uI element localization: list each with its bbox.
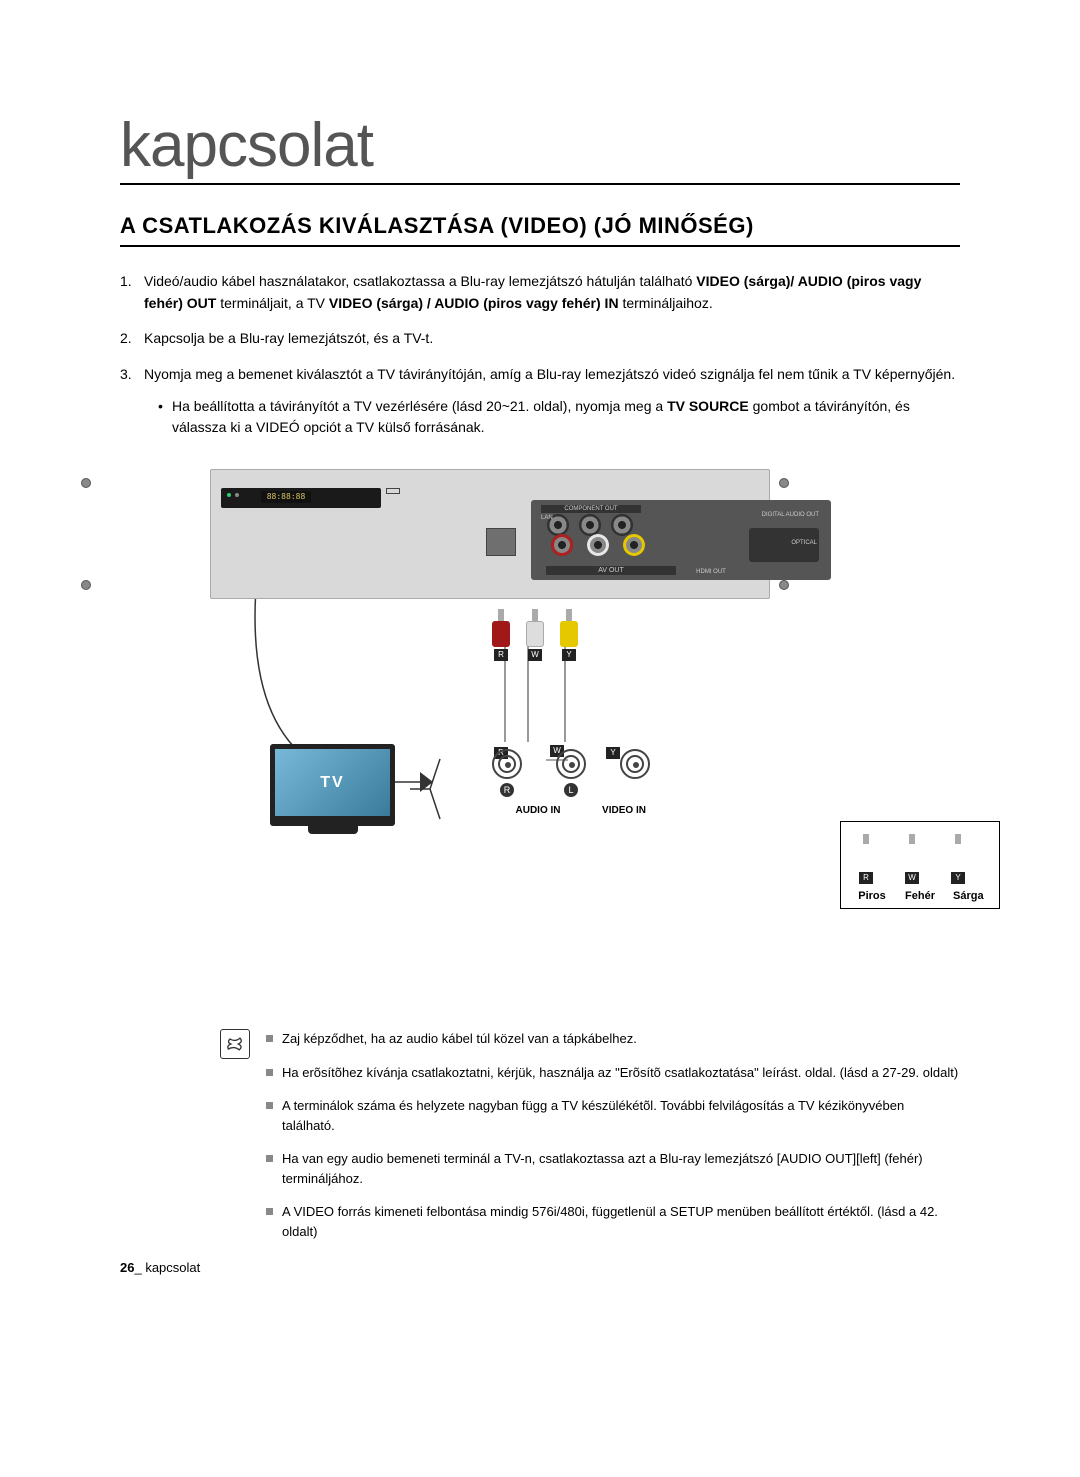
legend-label: Sárga: [953, 890, 983, 902]
screw-icon: [779, 580, 789, 590]
video-in-label: VIDEO IN: [594, 805, 654, 816]
optical-label: OPTICAL: [791, 540, 817, 546]
port-letter: L: [564, 783, 578, 797]
audio-in-l-port: L: [556, 749, 586, 797]
rca-plug-yellow: Y: [560, 609, 578, 651]
page-footer: 26_ kapcsolat: [120, 1260, 200, 1275]
audio-in-label: AUDIO IN: [492, 805, 584, 816]
video-in-port: [620, 749, 650, 797]
step-text: termináljaihoz.: [619, 295, 713, 311]
bullet-text: Ha beállította a távirányítót a TV vezér…: [172, 398, 667, 414]
color-legend: R W Y Piros Fehér Sárga: [840, 821, 1000, 909]
time-display: 88:88:88: [261, 491, 311, 503]
audio-out-r-port: [551, 534, 573, 556]
step-2: 2. Kapcsolja be a Blu-ray lemezjátszót, …: [120, 328, 960, 350]
step-num: 3.: [120, 364, 132, 386]
cable-connector-icon: [386, 488, 400, 494]
player-rear-panel: 88:88:88 COMPONENT OUT AV OUT HDMI OUT O…: [210, 469, 770, 599]
legend-label: Fehér: [905, 890, 935, 902]
note-item: Ha erõsítõhez kívánja csatlakoztatni, ké…: [266, 1063, 960, 1083]
footer-sep: _: [134, 1260, 145, 1275]
player-front-mini: 88:88:88: [221, 488, 381, 508]
rca-plug-red: R: [492, 609, 510, 651]
chapter-title: kapcsolat: [120, 110, 960, 185]
audio-out-l-port: [587, 534, 609, 556]
rca-port: [579, 514, 601, 536]
step-3-bullet: Ha beállította a távirányítót a TV vezér…: [158, 396, 960, 439]
plug-tag: W: [528, 649, 542, 661]
note-item: A terminálok száma és helyzete nagyban f…: [266, 1096, 960, 1135]
digital-audio-label: DIGITAL AUDIO OUT: [762, 512, 819, 518]
bullet-bold: TV SOURCE: [667, 398, 749, 414]
step-bold: VIDEO (sárga) / AUDIO (piros vagy fehér)…: [329, 295, 619, 311]
lan-label: LAN: [541, 515, 553, 521]
plug-tag: Y: [951, 872, 965, 884]
av-out-label: AV OUT: [546, 566, 676, 575]
step-text: termináljait, a TV: [216, 295, 329, 311]
rca-plug-white: W: [526, 609, 544, 651]
step-num: 1.: [120, 271, 132, 293]
plug-tag: R: [859, 872, 873, 884]
port-panel: COMPONENT OUT AV OUT HDMI OUT OPTICAL DI…: [531, 500, 831, 580]
note-icon: [220, 1029, 250, 1059]
step-text: Kapcsolja be a Blu-ray lemezjátszót, és …: [144, 330, 433, 346]
connection-diagram: 88:88:88 COMPONENT OUT AV OUT HDMI OUT O…: [120, 469, 960, 989]
instruction-list: 1. Videó/audio kábel használatakor, csat…: [120, 271, 960, 439]
note-item: Zaj képződhet, ha az audio kábel túl köz…: [266, 1029, 960, 1049]
tv-illustration: TV: [270, 744, 395, 834]
legend-plug-red: R: [857, 834, 875, 884]
step-1: 1. Videó/audio kábel használatakor, csat…: [120, 271, 960, 314]
rca-port: [611, 514, 633, 536]
led-icon: [227, 493, 231, 497]
hdmi-label: HDMI OUT: [691, 569, 731, 575]
tv-inputs-panel: R L AUDIO IN VIDEO IN: [492, 749, 692, 816]
cable-plugs-top: R W Y: [492, 609, 578, 651]
bracket-icon: [410, 749, 490, 829]
note-item: Ha van egy audio bemeneti terminál a TV-…: [266, 1149, 960, 1188]
footer-section: kapcsolat: [145, 1260, 200, 1275]
step-text: Videó/audio kábel használatakor, csatlak…: [144, 273, 696, 289]
plug-tag: Y: [562, 649, 576, 661]
step-text: Nyomja meg a bemenet kiválasztót a TV tá…: [144, 366, 955, 382]
component-out-label: COMPONENT OUT: [541, 505, 641, 513]
page-number: 26: [120, 1260, 134, 1275]
lan-port: [486, 528, 516, 556]
section-heading: A CSATLAKOZÁS KIVÁLASZTÁSA (VIDEO) (JÓ M…: [120, 213, 960, 247]
port-letter: R: [500, 783, 514, 797]
video-out-port: [623, 534, 645, 556]
note-block: Zaj képződhet, ha az audio kábel túl köz…: [220, 1029, 960, 1255]
note-item: A VIDEO forrás kimeneti felbontása mindi…: [266, 1202, 960, 1241]
legend-label: Piros: [857, 890, 887, 902]
legend-plug-white: W: [903, 834, 921, 884]
tv-screen-label: TV: [275, 749, 390, 816]
step-3: 3. Nyomja meg a bemenet kiválasztót a TV…: [120, 364, 960, 439]
audio-in-r-port: R: [492, 749, 522, 797]
screw-icon: [81, 580, 91, 590]
plug-tag: W: [905, 872, 919, 884]
legend-plug-yellow: Y: [949, 834, 967, 884]
plug-tag: R: [494, 649, 508, 661]
step-num: 2.: [120, 328, 132, 350]
screw-icon: [81, 478, 91, 488]
screw-icon: [779, 478, 789, 488]
led-icon: [235, 493, 239, 497]
